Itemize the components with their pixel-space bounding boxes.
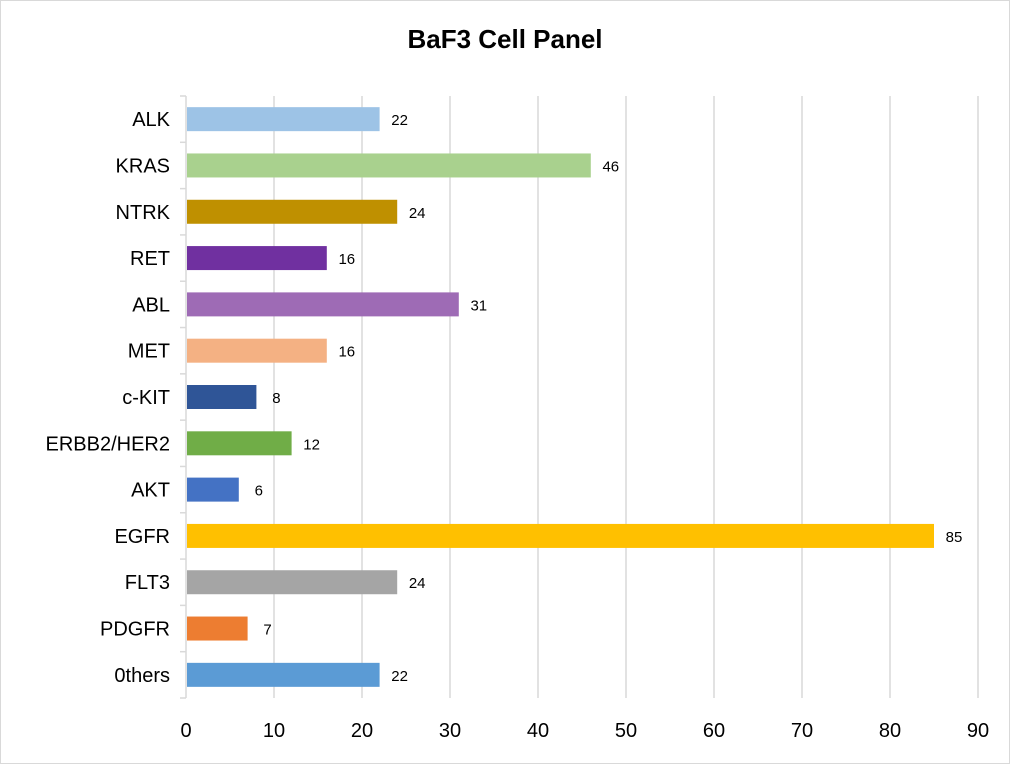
category-label: PDGFR xyxy=(100,619,170,641)
bar-egfr xyxy=(187,523,934,548)
bar-kras xyxy=(187,153,591,178)
data-label: 16 xyxy=(338,344,355,361)
bar-alk xyxy=(187,107,380,132)
x-tick-label: 50 xyxy=(615,720,637,742)
x-tick-label: 0 xyxy=(180,720,191,742)
bar-abl xyxy=(187,292,459,317)
data-label: 22 xyxy=(391,668,408,685)
category-label: EGFR xyxy=(114,526,170,548)
bar-ret xyxy=(187,246,327,271)
bar-0thers xyxy=(187,662,380,687)
category-label: AKT xyxy=(131,480,170,502)
bar-ntrk xyxy=(187,199,398,224)
bar-flt3 xyxy=(187,570,398,595)
category-label: 0thers xyxy=(114,665,170,687)
x-tick-label: 80 xyxy=(879,720,901,742)
bar-met xyxy=(187,338,327,363)
bar-erbb2-her2 xyxy=(187,431,292,456)
data-label: 8 xyxy=(272,390,280,407)
bar-akt xyxy=(187,477,239,502)
chart-title: BaF3 Cell Panel xyxy=(407,24,603,54)
data-label: 46 xyxy=(602,158,619,175)
x-tick-label: 10 xyxy=(263,720,285,742)
data-label: 7 xyxy=(263,622,271,639)
bar-c-kit xyxy=(187,385,257,409)
data-label: 24 xyxy=(409,575,426,592)
category-label: MET xyxy=(128,341,170,363)
category-label: KRAS xyxy=(116,155,170,177)
category-label: ABL xyxy=(132,294,170,316)
x-tick-label: 70 xyxy=(791,720,813,742)
data-label: 85 xyxy=(946,529,963,546)
data-label: 6 xyxy=(255,483,263,500)
category-label: FLT3 xyxy=(125,572,170,594)
category-label: ALK xyxy=(132,109,170,131)
category-label: ERBB2/HER2 xyxy=(46,433,171,455)
x-tick-label: 30 xyxy=(439,720,461,742)
category-label: RET xyxy=(130,248,170,270)
data-label: 12 xyxy=(303,436,320,453)
data-label: 16 xyxy=(338,251,355,268)
x-tick-label: 60 xyxy=(703,720,725,742)
x-tick-label: 20 xyxy=(351,720,373,742)
x-tick-label: 40 xyxy=(527,720,549,742)
category-label: c-KIT xyxy=(122,387,170,409)
data-label: 24 xyxy=(409,205,426,222)
bar-pdgfr xyxy=(187,616,248,641)
category-label: NTRK xyxy=(116,202,171,224)
x-tick-label: 90 xyxy=(967,720,989,742)
data-label: 22 xyxy=(391,112,408,129)
data-label: 31 xyxy=(470,297,487,314)
